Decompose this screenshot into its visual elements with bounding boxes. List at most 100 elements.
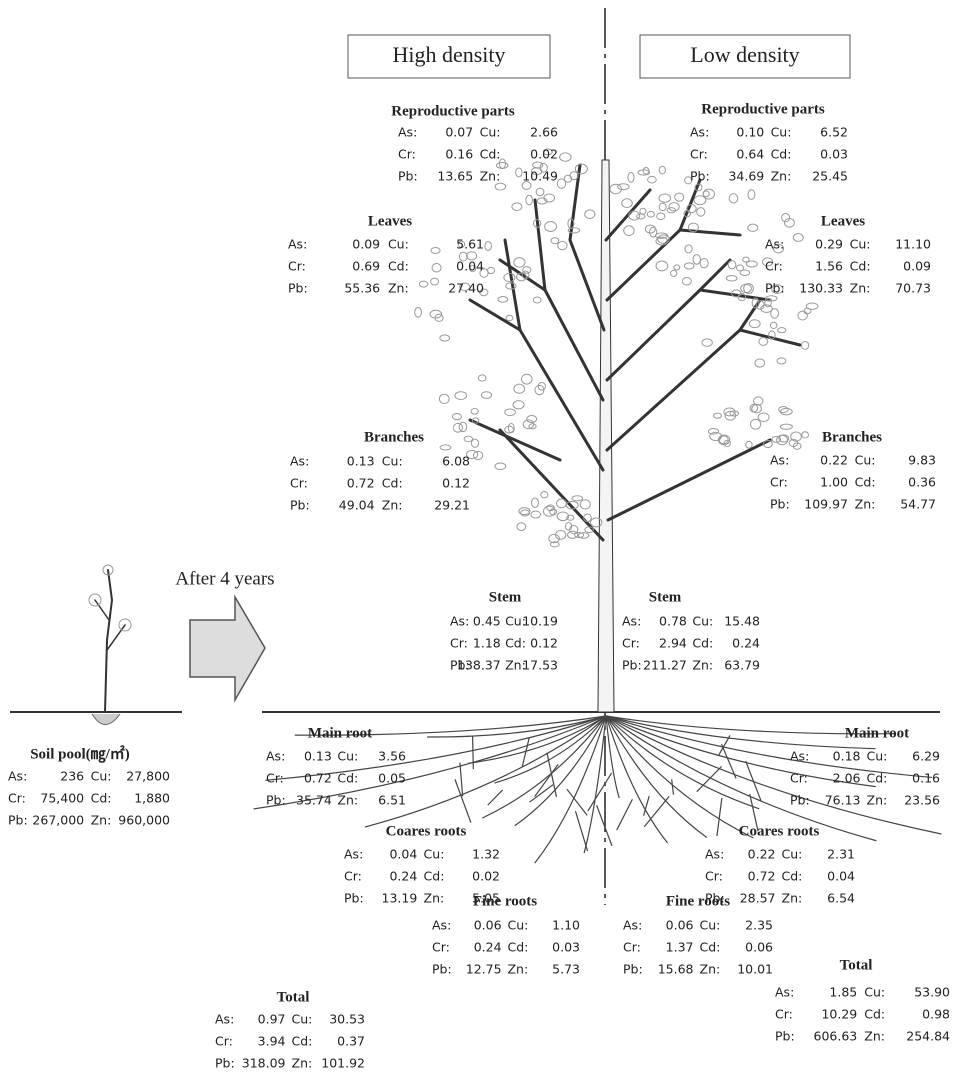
root	[253, 715, 607, 810]
root	[605, 715, 942, 835]
element-value: 0.06	[474, 918, 502, 933]
element-label: Zn:	[424, 891, 445, 906]
section-title: Main root	[845, 725, 909, 741]
leaf	[776, 357, 787, 365]
leaf	[757, 412, 770, 422]
element-label: Zn:	[782, 891, 803, 906]
element-label: As:	[790, 749, 809, 764]
element-label: As:	[344, 847, 363, 862]
element-value: 0.03	[552, 940, 580, 955]
element-label: Pb:	[215, 1056, 235, 1071]
element-value: 0.09	[903, 259, 931, 274]
element-value: 0.04	[456, 259, 484, 274]
leaf	[617, 183, 630, 191]
element-label: Cu:	[507, 918, 528, 933]
element-label: Cr:	[398, 147, 416, 162]
leaf	[649, 226, 658, 238]
element-value: 2.06	[833, 771, 861, 786]
leaf	[693, 195, 707, 206]
leaf	[764, 297, 772, 308]
root	[574, 810, 589, 852]
leaf	[430, 247, 441, 254]
leaf	[504, 408, 516, 417]
leaf	[512, 400, 525, 410]
leaf	[532, 161, 544, 169]
leaf	[494, 462, 507, 471]
element-label: As:	[450, 614, 469, 629]
leaf	[539, 162, 548, 173]
leaf	[480, 391, 493, 399]
element-label: Pb:	[398, 169, 418, 184]
leaf	[487, 266, 495, 275]
root	[494, 715, 607, 784]
element-label: Zn:	[91, 813, 112, 828]
leaf	[658, 202, 667, 212]
leaf	[686, 203, 697, 214]
leaf	[790, 431, 802, 442]
leaf	[479, 288, 489, 297]
root	[487, 789, 504, 806]
leaf	[496, 161, 509, 169]
leaf	[521, 373, 533, 385]
leaf	[577, 532, 590, 539]
leaf	[702, 188, 715, 200]
leaf	[768, 330, 776, 340]
element-value: 2.31	[827, 847, 855, 862]
leaf	[701, 338, 713, 347]
leaf	[579, 499, 591, 510]
leaf	[743, 283, 754, 294]
leaf	[747, 223, 759, 232]
root	[534, 763, 559, 797]
element-label: Zn:	[382, 498, 403, 513]
element-label: Zn:	[337, 793, 358, 808]
element-label: Pb:	[450, 658, 470, 673]
leaf	[546, 504, 555, 512]
leaf	[751, 297, 760, 309]
element-value: 35.74	[296, 793, 332, 808]
root	[521, 737, 530, 767]
element-label: As:	[266, 749, 285, 764]
element-label: Cu:	[337, 749, 358, 764]
element-label: Cr:	[432, 940, 450, 955]
element-value: 0.07	[445, 125, 473, 140]
element-value: 13.19	[382, 891, 418, 906]
leaf	[684, 176, 693, 185]
element-value: 0.64	[736, 147, 764, 162]
element-label: Cd:	[292, 1034, 313, 1049]
leaf	[439, 444, 452, 451]
element-value: 76.13	[825, 793, 861, 808]
root	[605, 715, 932, 779]
element-value: 10.01	[737, 962, 773, 977]
element-value: 254.84	[906, 1029, 950, 1044]
element-label: Cr:	[770, 475, 788, 490]
element-value: 55.36	[344, 281, 380, 296]
leaf	[543, 193, 555, 203]
element-value: 1.85	[829, 985, 857, 1000]
leaf	[511, 202, 523, 212]
element-value: 0.06	[745, 940, 773, 955]
leaf	[418, 280, 429, 288]
element-label: Pb:	[288, 281, 308, 296]
leaf	[556, 511, 570, 522]
element-label: As:	[770, 453, 789, 468]
leaf	[668, 202, 680, 212]
element-value: 1.18	[473, 636, 501, 651]
element-label: As:	[432, 918, 451, 933]
leaf	[451, 412, 462, 421]
leaf	[707, 428, 720, 435]
root	[472, 736, 474, 770]
element-value: 6.29	[912, 749, 940, 764]
leaf	[800, 340, 810, 350]
leaf	[434, 313, 444, 322]
leaf	[471, 417, 480, 424]
root	[605, 715, 620, 799]
leaf	[431, 263, 442, 273]
element-value: 0.06	[666, 918, 694, 933]
roots	[253, 715, 942, 864]
element-label: Cr:	[622, 636, 640, 651]
element-value: 6.51	[378, 793, 406, 808]
element-label: Cr:	[8, 791, 26, 806]
leaf	[530, 510, 541, 519]
element-value: 5.61	[456, 237, 484, 252]
